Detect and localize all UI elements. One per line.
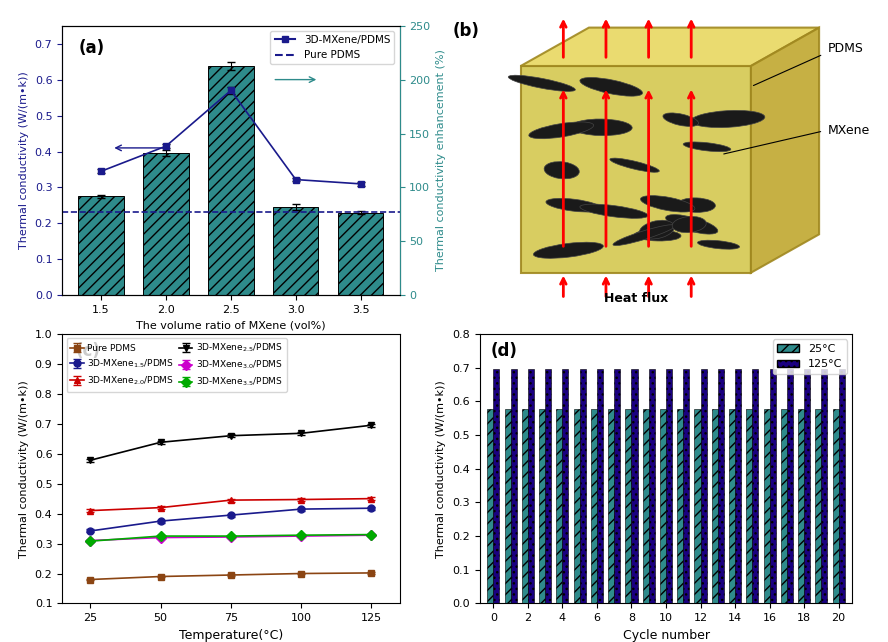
Bar	[562, 369, 568, 603]
Ellipse shape	[580, 204, 648, 218]
Bar	[208, 66, 254, 295]
Polygon shape	[520, 66, 751, 273]
Bar	[815, 409, 821, 603]
Bar	[539, 409, 545, 603]
Bar	[666, 369, 672, 603]
Bar	[274, 207, 319, 295]
Ellipse shape	[683, 142, 731, 152]
Bar	[643, 409, 649, 603]
Ellipse shape	[640, 196, 695, 212]
Text: MXene: MXene	[828, 125, 870, 137]
Y-axis label: Thermal conductivity (W/(m•k)): Thermal conductivity (W/(m•k))	[20, 380, 29, 557]
Bar	[591, 409, 597, 603]
Ellipse shape	[544, 162, 579, 179]
Bar	[597, 369, 603, 603]
Bar	[838, 369, 844, 603]
Ellipse shape	[672, 216, 706, 232]
Bar	[798, 409, 805, 603]
Bar	[764, 409, 770, 603]
Bar	[694, 409, 701, 603]
X-axis label: Temperature(°C): Temperature(°C)	[178, 629, 283, 642]
Bar	[625, 409, 631, 603]
Legend: Pure PDMS, 3D-MXene$_{1.5}$/PDMS, 3D-MXene$_{2.0}$/PDMS, 3D-MXene$_{2.5}$/PDMS, : Pure PDMS, 3D-MXene$_{1.5}$/PDMS, 3D-MXe…	[67, 338, 287, 392]
Bar	[718, 369, 724, 603]
Y-axis label: Thermal conductivity enhancement (%): Thermal conductivity enhancement (%)	[436, 49, 446, 272]
Bar	[338, 213, 384, 295]
Bar	[821, 369, 828, 603]
Ellipse shape	[546, 198, 601, 212]
Ellipse shape	[678, 198, 716, 213]
Polygon shape	[520, 28, 819, 66]
Bar	[574, 409, 580, 603]
Bar	[545, 369, 551, 603]
Text: (a): (a)	[79, 39, 105, 57]
Bar	[729, 409, 735, 603]
Ellipse shape	[691, 110, 765, 128]
Bar	[701, 369, 707, 603]
Bar	[712, 409, 718, 603]
Ellipse shape	[571, 119, 632, 135]
Bar	[614, 369, 620, 603]
Bar	[557, 409, 562, 603]
Bar	[833, 409, 838, 603]
Text: (d): (d)	[491, 342, 518, 360]
Ellipse shape	[635, 230, 681, 241]
Legend: 25°C, 125°C: 25°C, 125°C	[773, 340, 847, 374]
Bar	[504, 409, 511, 603]
Ellipse shape	[534, 242, 603, 258]
Bar	[78, 196, 123, 295]
Bar	[580, 369, 586, 603]
Ellipse shape	[698, 240, 740, 249]
Ellipse shape	[529, 122, 594, 139]
Ellipse shape	[508, 75, 575, 91]
Polygon shape	[751, 28, 819, 273]
Bar	[488, 409, 494, 603]
Bar	[781, 409, 787, 603]
Ellipse shape	[580, 78, 643, 96]
Bar	[752, 369, 758, 603]
Bar	[649, 369, 654, 603]
X-axis label: Cycle number: Cycle number	[622, 629, 710, 642]
Bar	[522, 409, 527, 603]
X-axis label: The volume ratio of MXene (vol%): The volume ratio of MXene (vol%)	[136, 320, 326, 331]
Ellipse shape	[610, 158, 659, 172]
Bar	[660, 409, 666, 603]
Bar	[770, 369, 775, 603]
Bar	[631, 369, 638, 603]
Ellipse shape	[639, 220, 675, 239]
Text: (c): (c)	[75, 342, 100, 360]
Bar	[608, 409, 614, 603]
Bar	[735, 369, 741, 603]
Bar	[511, 369, 517, 603]
Bar	[787, 369, 793, 603]
Bar	[746, 409, 752, 603]
Text: (b): (b)	[453, 22, 480, 40]
Bar	[143, 153, 188, 295]
Text: PDMS: PDMS	[828, 42, 863, 55]
Ellipse shape	[666, 214, 718, 234]
Bar	[678, 409, 683, 603]
Legend: 3D-MXene/PDMS, Pure PDMS: 3D-MXene/PDMS, Pure PDMS	[270, 31, 394, 64]
Text: Heat flux: Heat flux	[604, 292, 668, 305]
Bar	[494, 369, 499, 603]
Ellipse shape	[663, 113, 699, 126]
Y-axis label: Thermal conductivity (W/(m•k)): Thermal conductivity (W/(m•k))	[20, 72, 29, 249]
Bar	[527, 369, 534, 603]
Bar	[805, 369, 810, 603]
Bar	[683, 369, 689, 603]
Y-axis label: Thermal conductivity (W/(m•k)): Thermal conductivity (W/(m•k))	[437, 380, 447, 557]
Ellipse shape	[613, 225, 676, 245]
